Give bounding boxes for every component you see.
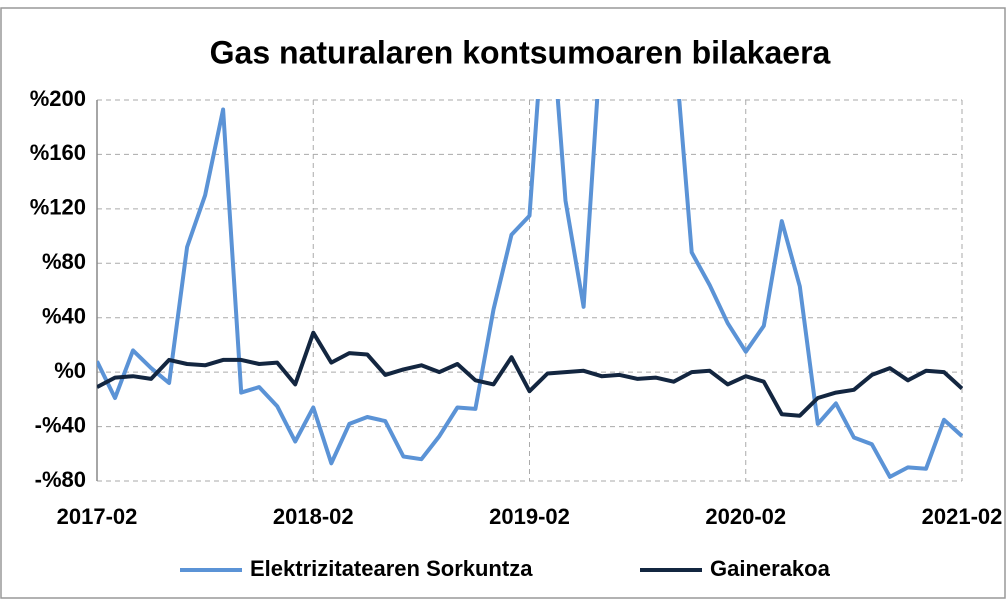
x-tick-label: 2020-02 xyxy=(705,504,786,529)
y-tick-label: %120 xyxy=(30,195,86,220)
plot-area xyxy=(97,99,963,479)
y-tick-label: %40 xyxy=(42,304,86,329)
series-line xyxy=(97,99,963,479)
chart-title: Gas naturalaren kontsumoaren bilakaera xyxy=(210,34,831,70)
legend-label: Elektrizitatearen Sorkuntza xyxy=(250,556,533,581)
y-tick-label: %200 xyxy=(30,86,86,111)
y-tick-label: -%80 xyxy=(35,467,86,492)
x-tick-label: 2018-02 xyxy=(273,504,354,529)
y-tick-label: %0 xyxy=(54,358,86,383)
chart-frame xyxy=(0,7,1006,599)
x-tick-label: 2021-02 xyxy=(922,504,1003,529)
series-line xyxy=(97,330,963,418)
y-tick-label: %80 xyxy=(42,249,86,274)
x-tick-label: 2019-02 xyxy=(489,504,570,529)
y-tick-label: %160 xyxy=(30,140,86,165)
y-tick-label: -%40 xyxy=(35,412,86,437)
x-tick-label: 2017-02 xyxy=(57,504,138,529)
legend-label: Gainerakoa xyxy=(710,556,831,581)
